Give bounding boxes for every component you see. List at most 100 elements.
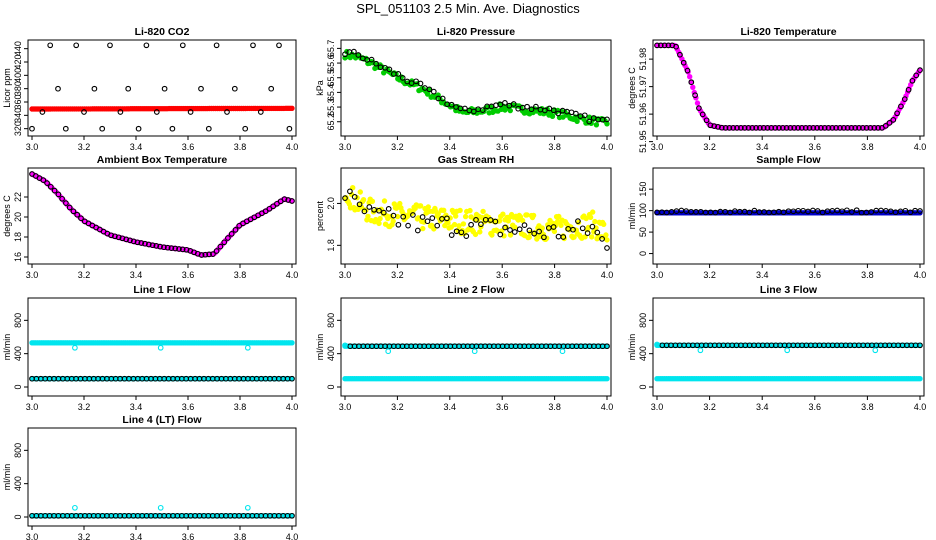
data-point: [579, 225, 586, 232]
y-axis-label: ml/min: [315, 334, 325, 361]
data-point: [734, 125, 740, 131]
data-point: [589, 223, 596, 230]
data-point: [366, 204, 373, 210]
data-point: [555, 233, 562, 240]
data-point: [541, 234, 547, 241]
data-point: [361, 208, 368, 215]
chart-title: Line 3 Flow: [760, 284, 818, 296]
data-point: [863, 125, 870, 131]
data-point: [779, 125, 786, 131]
data-point: [776, 125, 782, 131]
data-point: [599, 236, 605, 242]
data-point: [810, 125, 817, 131]
data-point: [519, 217, 526, 224]
data-point: [368, 56, 375, 63]
data-point: [571, 234, 577, 240]
x-tick-label: 3.6: [182, 142, 195, 152]
data-point: [917, 376, 923, 382]
x-tick-label: 3.2: [703, 142, 716, 152]
series-line-3-flow-outliers: [654, 341, 879, 354]
data-point: [844, 125, 851, 131]
y-axis-label: ml/min: [627, 334, 637, 361]
x-tick-label: 3.4: [130, 532, 143, 540]
data-point: [456, 223, 462, 229]
x-tick-label: 3.0: [339, 142, 352, 152]
chart-line-2-flow: Line 2 Flow ml/min 3.0 3.2 3.4 3.6 3.8 4.0 0 400 8…: [315, 284, 613, 412]
data-point: [654, 42, 660, 49]
data-point: [365, 213, 371, 220]
x-tick-label: 3.0: [339, 270, 352, 280]
x-tick-label: 3.8: [861, 142, 874, 152]
data-point: [696, 105, 702, 111]
data-point: [472, 231, 479, 238]
y-tick-label: 400: [638, 346, 648, 361]
y-axis-label: Licor ppm: [2, 68, 12, 108]
data-point: [604, 343, 610, 350]
y-tick-label: 380: [13, 81, 23, 96]
data-point: [380, 209, 387, 216]
data-point: [385, 206, 392, 212]
data-point: [473, 217, 479, 223]
data-point: [570, 226, 576, 233]
x-tick-label: 3.4: [756, 402, 769, 412]
data-point: [377, 215, 383, 222]
x-tick-label: 3.2: [703, 270, 716, 280]
data-point: [575, 218, 581, 224]
data-point: [757, 125, 763, 131]
chart-title: Gas Stream RH: [438, 154, 514, 166]
y-tick-label: 20: [13, 212, 23, 222]
data-point: [760, 125, 767, 131]
data-point: [55, 191, 62, 198]
data-point: [814, 208, 821, 214]
data-point: [244, 344, 251, 351]
data-point: [511, 229, 518, 235]
data-point: [867, 125, 874, 131]
x-tick-label: 3.6: [496, 142, 509, 152]
data-point: [376, 207, 382, 214]
data-point: [524, 103, 530, 110]
data-point: [594, 229, 601, 236]
data-point: [556, 213, 562, 220]
data-point: [905, 86, 912, 93]
data-point: [489, 232, 495, 238]
x-tick-label: 3.0: [651, 402, 664, 412]
y-axis-label: degrees C: [627, 67, 637, 109]
data-point: [213, 42, 220, 49]
data-point: [143, 42, 150, 49]
data-point: [395, 71, 402, 77]
x-tick-label: 3.2: [391, 402, 404, 412]
data-point: [463, 233, 470, 239]
data-point: [420, 225, 426, 232]
x-tick-label: 3.8: [861, 402, 874, 412]
data-point: [250, 42, 256, 49]
x-tick-label: 3.6: [809, 402, 822, 412]
x-tick-label: 3.2: [703, 402, 716, 412]
data-point: [244, 504, 251, 511]
data-point: [198, 252, 205, 258]
data-point: [764, 125, 771, 131]
x-tick-label: 3.8: [548, 142, 561, 152]
x-tick-label: 3.2: [391, 142, 404, 152]
chart-title: Line 4 (LT) Flow: [122, 414, 202, 426]
series-line-1-flow-outliers: [72, 344, 251, 351]
data-point: [783, 125, 790, 131]
x-tick-label: 3.4: [130, 270, 143, 280]
data-point: [351, 194, 358, 200]
data-point: [115, 234, 122, 241]
data-point: [573, 110, 579, 117]
data-point: [281, 196, 288, 202]
series-li-820-temperature-raw: [654, 42, 923, 131]
data-point: [399, 75, 406, 81]
data-point: [390, 212, 397, 219]
data-point: [819, 209, 826, 216]
data-point: [468, 221, 474, 228]
data-point: [99, 125, 106, 132]
data-point: [680, 59, 687, 66]
data-point: [558, 222, 564, 228]
data-point: [703, 117, 710, 124]
data-point: [818, 125, 824, 131]
data-point: [342, 195, 348, 201]
x-tick-label: 3.2: [78, 142, 91, 152]
data-point: [694, 100, 701, 106]
x-tick-label: 3.4: [444, 402, 457, 412]
